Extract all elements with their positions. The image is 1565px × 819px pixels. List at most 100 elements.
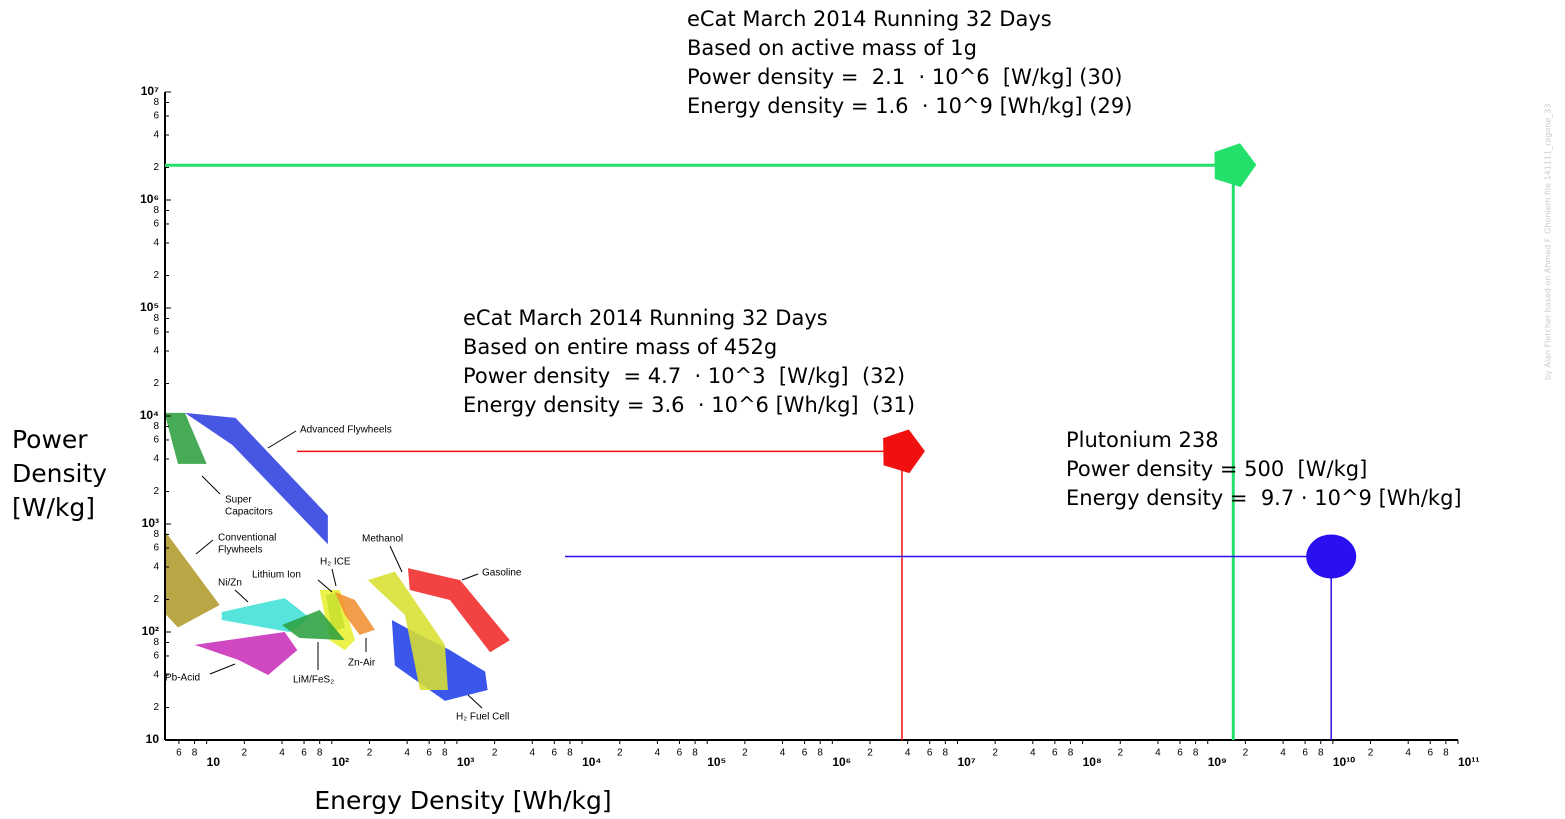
x-tick-label: 4: [279, 748, 285, 759]
y-tick-label: 10⁴: [140, 408, 159, 422]
x-tick-label: 8: [943, 748, 949, 759]
region-label: Gasoline: [482, 568, 522, 579]
x-tick-label: 6: [1302, 748, 1308, 759]
annotation: Energy density = 1.6 · 10^9 [Wh/kg] (29): [687, 94, 1132, 118]
x-tick-label: 4: [1030, 748, 1036, 759]
region-label: Methanol: [362, 534, 403, 545]
y-tick-label: 8: [153, 529, 159, 540]
x-tick-label: 2: [242, 748, 248, 759]
annotation: Based on entire mass of 452g: [463, 335, 777, 359]
x-tick-label: 8: [1443, 748, 1449, 759]
y-tick-label: 10³: [142, 516, 159, 530]
y-tick-label: 4: [153, 346, 159, 357]
y-tick-label: 6: [153, 435, 159, 446]
y-tick-label: 10: [146, 732, 160, 746]
x-tick-label: 10⁷: [957, 755, 975, 769]
y-tick-label: 2: [153, 162, 159, 173]
region-label: Zn-Air: [348, 658, 376, 669]
region: [407, 568, 510, 653]
y-tick-label: 6: [153, 219, 159, 230]
x-tick-label: 4: [404, 748, 410, 759]
x-tick-label: 4: [780, 748, 786, 759]
x-tick-label: 8: [1068, 748, 1074, 759]
x-tick-label: 6: [802, 748, 808, 759]
region-label: LiM/FeS₂: [293, 675, 334, 686]
y-tick-label: 10²: [142, 624, 159, 638]
x-tick-label: 10¹⁰: [1333, 755, 1355, 769]
y-tick-label: 8: [153, 313, 159, 324]
region-label: Conventional: [218, 533, 276, 544]
arrow: [467, 694, 483, 709]
x-tick-label: 8: [192, 748, 198, 759]
x-tick-label: 2: [367, 748, 373, 759]
arrow: [317, 579, 333, 593]
x-tick-label: 2: [867, 748, 873, 759]
arrow: [461, 573, 479, 581]
y-axis-label: Power: [12, 425, 88, 454]
y-tick-label: 4: [153, 454, 159, 465]
y-tick-label: 2: [153, 486, 159, 497]
arrow: [234, 589, 249, 603]
x-tick-label: 10⁵: [707, 755, 726, 769]
x-tick-label: 4: [1405, 748, 1411, 759]
x-tick-label: 10²: [332, 755, 349, 769]
x-tick-label: 6: [1177, 748, 1183, 759]
x-axis-label: Energy Density [Wh/kg]: [314, 786, 611, 815]
x-tick-label: 6: [552, 748, 558, 759]
x-tick-label: 2: [1117, 748, 1123, 759]
region: [334, 591, 375, 635]
region-label: Lithium Ion: [252, 570, 301, 581]
region-label: H₂ Fuel Cell: [456, 712, 509, 723]
region-label: Super: [225, 495, 252, 506]
y-tick-label: 4: [153, 562, 159, 573]
x-tick-label: 10: [207, 755, 221, 769]
x-tick-label: 8: [1318, 748, 1324, 759]
y-tick-label: 10⁵: [140, 300, 159, 314]
annotation: Plutonium 238: [1066, 428, 1219, 452]
y-tick-label: 2: [153, 702, 159, 713]
x-tick-label: 2: [617, 748, 623, 759]
region-label: Pb-Acid: [165, 673, 200, 684]
region-label: Advanced Flywheels: [300, 425, 392, 436]
annotation: Power density = 500 [W/kg]: [1066, 457, 1367, 481]
y-axis-label: [W/kg]: [12, 493, 95, 522]
x-tick-label: 6: [1427, 748, 1433, 759]
x-tick-label: 10⁸: [1083, 755, 1102, 769]
x-tick-label: 10³: [457, 755, 474, 769]
x-tick-label: 8: [442, 748, 448, 759]
region-label: H₂ ICE: [320, 557, 351, 568]
y-tick-label: 6: [153, 651, 159, 662]
x-tick-label: 8: [567, 748, 573, 759]
annotation: eCat March 2014 Running 32 Days: [463, 306, 828, 330]
y-tick-label: 8: [153, 421, 159, 432]
x-tick-label: 4: [529, 748, 535, 759]
x-tick-label: 6: [176, 748, 182, 759]
arrow: [201, 475, 221, 495]
region: [282, 609, 345, 641]
x-tick-label: 8: [817, 748, 823, 759]
y-tick-label: 8: [153, 97, 159, 108]
region-label: Flywheels: [218, 545, 262, 556]
x-tick-label: 10⁶: [832, 755, 851, 769]
y-tick-label: 6: [153, 111, 159, 122]
x-tick-label: 6: [301, 748, 307, 759]
region: [367, 571, 448, 691]
y-tick-label: 6: [153, 327, 159, 338]
region: [164, 530, 220, 628]
x-tick-label: 10⁴: [582, 755, 601, 769]
x-tick-label: 10¹¹: [1458, 755, 1479, 769]
x-tick-label: 8: [317, 748, 323, 759]
annotation: Energy density = 9.7 · 10^9 [Wh/kg]: [1066, 486, 1462, 510]
annotation: Based on active mass of 1g: [687, 36, 977, 60]
region: [164, 412, 207, 464]
x-tick-label: 4: [655, 748, 661, 759]
y-tick-label: 6: [153, 543, 159, 554]
x-tick-label: 6: [426, 748, 432, 759]
data-point: [1306, 534, 1357, 579]
annotation: eCat March 2014 Running 32 Days: [687, 7, 1052, 31]
region: [326, 592, 345, 632]
y-tick-label: 8: [153, 637, 159, 648]
watermark: by Alan Fletcher based on Ahmed F. Ghoni…: [1544, 104, 1553, 380]
